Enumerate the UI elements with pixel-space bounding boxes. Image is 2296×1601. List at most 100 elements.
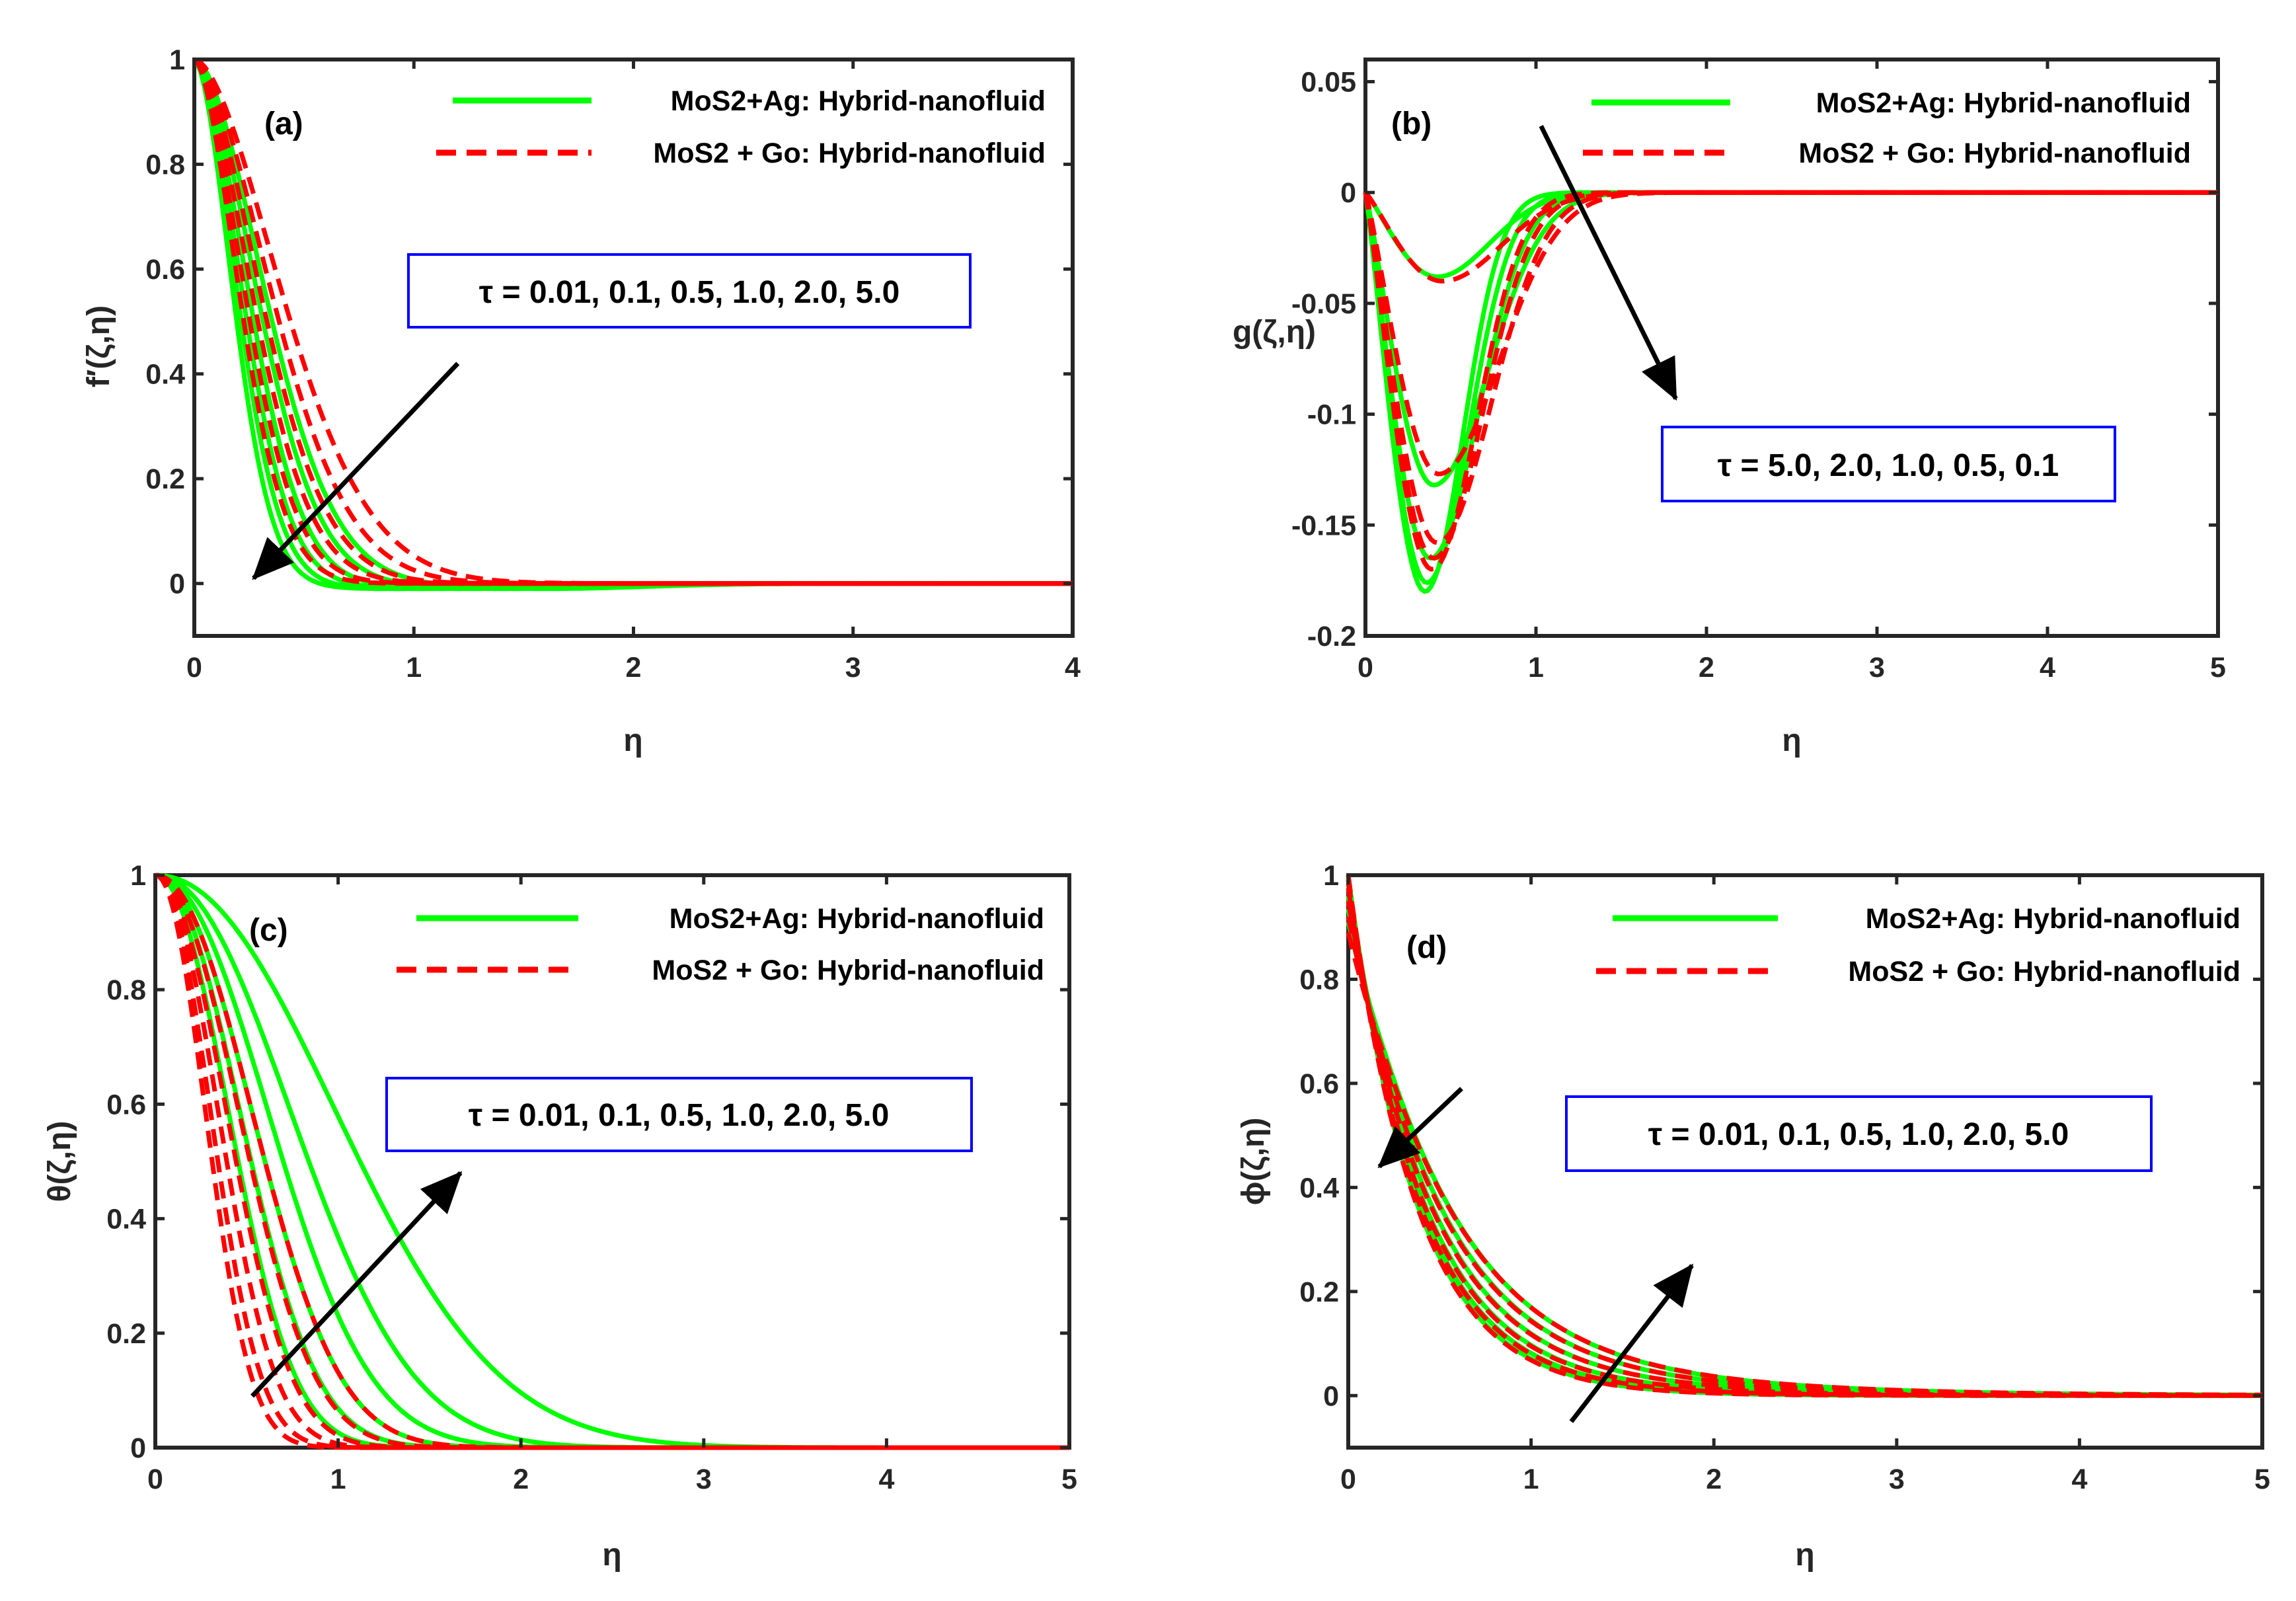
parameter-text: τ = 0.01, 0.1, 0.5, 1.0, 2.0, 5.0 [1648,1117,2069,1152]
parameter-box [1661,426,2116,502]
panel-label: (a) [264,106,303,141]
y-tick-label: 0.6 [145,254,185,286]
x-tick-label: 3 [1889,1464,1905,1495]
y-ticks: 0 0.2 0.4 0.6 0.8 1 [106,860,1069,1464]
x-tick-label: 1 [330,1464,346,1495]
trend-arrow [1539,125,1678,401]
x-ticks: 0 1 2 3 4 5 [147,875,1077,1495]
trend-arrow [250,1171,463,1398]
panel-a: 0 1 2 3 4 0 0.2 0.4 0.6 0.8 1 η f′(ζ,η) (a) MoS2+… [81,44,1081,758]
x-ticks: 0 1 2 3 4 5 [1358,59,2226,683]
curves-group [1363,190,2218,594]
parameter-box [1565,1095,2153,1172]
go-curve-4 [1363,190,2218,572]
x-tick-label: 2 [1706,1464,1722,1495]
y-axis-label: f′(ζ,η) [81,305,116,387]
legend: MoS2+Ag: Hybrid-nanofluid MoS2 + Go: Hyb… [436,85,1046,169]
y-tick-label: 0.8 [1299,964,1339,996]
y-tick-label: -0.15 [1291,510,1356,541]
trend-arrow [252,362,460,580]
legend-label-ag: MoS2+Ag: Hybrid-nanofluid [671,85,1046,117]
y-tick-label: 0.2 [106,1318,146,1350]
x-tick-label: 3 [1869,652,1885,683]
x-axis-label: η [1795,1538,1814,1573]
x-tick-label: 1 [1523,1464,1539,1495]
y-ticks: 0 0.2 0.4 0.6 0.8 1 [1299,860,2262,1412]
x-tick-label: 5 [2210,652,2226,683]
panel-label: (d) [1406,930,1447,965]
y-tick-label: 0.6 [1299,1068,1339,1100]
y-tick-label: -0.1 [1307,399,1356,431]
y-tick-label: 1 [130,860,146,892]
x-tick-label: 1 [406,652,422,683]
x-tick-label: 4 [2040,652,2055,683]
legend-label-go: MoS2 + Go: Hybrid-nanofluid [653,137,1046,169]
y-tick-label: 0.8 [106,974,146,1006]
go-curve-5 [155,873,1069,1450]
y-tick-label: -0.05 [1291,288,1356,320]
legend-label-ag: MoS2+Ag: Hybrid-nanofluid [1866,903,2240,935]
panel-label: (c) [249,913,288,948]
x-tick-label: 5 [2254,1464,2270,1495]
legend-label-go: MoS2 + Go: Hybrid-nanofluid [1798,137,2191,169]
y-ticks: 0 0.2 0.4 0.6 0.8 1 [145,44,1073,600]
x-tick-label: 4 [1065,652,1081,683]
x-tick-label: 0 [1358,652,1373,683]
y-tick-label: 0.4 [106,1204,146,1235]
legend-label-go: MoS2 + Go: Hybrid-nanofluid [652,955,1044,986]
legend-label-ag: MoS2+Ag: Hybrid-nanofluid [1816,87,2191,119]
panel-label: (b) [1391,106,1432,141]
panel-d: 0 1 2 3 4 5 0 0.2 0.4 0.6 0.8 1 η ϕ(ζ,η) (d) MoS2+… [1236,860,2270,1573]
panel-c: 0 1 2 3 4 5 0 0.2 0.4 0.6 0.8 1 η θ(ζ,η) (c) MoS2+… [42,860,1077,1573]
x-axis-label: η [602,1538,621,1573]
y-tick-label: 1 [169,44,185,76]
parameter-text: τ = 0.01, 0.1, 0.5, 1.0, 2.0, 5.0 [479,275,900,310]
x-tick-label: 0 [1340,1464,1356,1495]
trend-arrow-far-field [1569,1263,1694,1423]
trend-arrow [1377,1087,1463,1169]
y-axis-label: θ(ζ,η) [42,1121,77,1202]
x-tick-label: 4 [878,1464,894,1495]
y-tick-label: 0 [130,1432,146,1464]
x-ticks: 0 1 2 3 4 5 [1340,875,2270,1495]
legend: MoS2+Ag: Hybrid-nanofluid MoS2 + Go: Hyb… [1583,87,2191,169]
y-tick-label: 0 [1340,177,1356,209]
x-tick-label: 2 [513,1464,529,1495]
curves-group [1346,875,2263,1398]
y-axis-label: g(ζ,η) [1233,315,1316,350]
y-tick-label: 0.2 [145,463,185,495]
x-tick-label: 0 [147,1464,163,1495]
x-tick-label: 3 [696,1464,712,1495]
y-axis-label: ϕ(ζ,η) [1236,1118,1271,1206]
legend-label-ag: MoS2+Ag: Hybrid-nanofluid [670,903,1044,935]
go-curve-1 [1346,880,2262,1398]
go-curve-5 [192,58,1073,586]
plot-area [192,58,1075,638]
x-tick-label: 4 [2071,1464,2087,1495]
x-axis-label: η [623,723,642,758]
x-tick-label: 2 [626,652,642,683]
parameter-text: τ = 5.0, 2.0, 1.0, 0.5, 0.1 [1718,448,2059,483]
parameter-box [385,1077,973,1152]
y-tick-label: 0.2 [1299,1276,1339,1308]
y-tick-label: 0.4 [145,359,185,391]
x-axis-label: η [1782,723,1801,758]
y-tick-label: -0.2 [1307,621,1356,652]
x-tick-label: 2 [1699,652,1714,683]
parameter-text: τ = 0.01, 0.1, 0.5, 1.0, 2.0, 5.0 [469,1098,890,1133]
curves-group [192,57,1073,592]
y-tick-label: 0 [169,568,185,600]
y-tick-label: 0.6 [106,1089,146,1120]
y-tick-label: 0.4 [1299,1172,1339,1204]
go-curve-5 [1346,931,2263,1397]
x-tick-label: 0 [186,652,202,683]
curves-group [154,873,1069,1450]
y-tick-label: 0.8 [145,149,185,181]
y-ticks: -0.2 -0.15 -0.1 -0.05 0 0.05 [1291,67,2218,652]
x-tick-label: 1 [1528,652,1544,683]
x-ticks: 0 1 2 3 4 [186,59,1081,683]
y-tick-label: 0 [1323,1380,1339,1412]
legend: MoS2+Ag: Hybrid-nanofluid MoS2 + Go: Hyb… [397,903,1044,986]
x-tick-label: 3 [845,652,861,683]
